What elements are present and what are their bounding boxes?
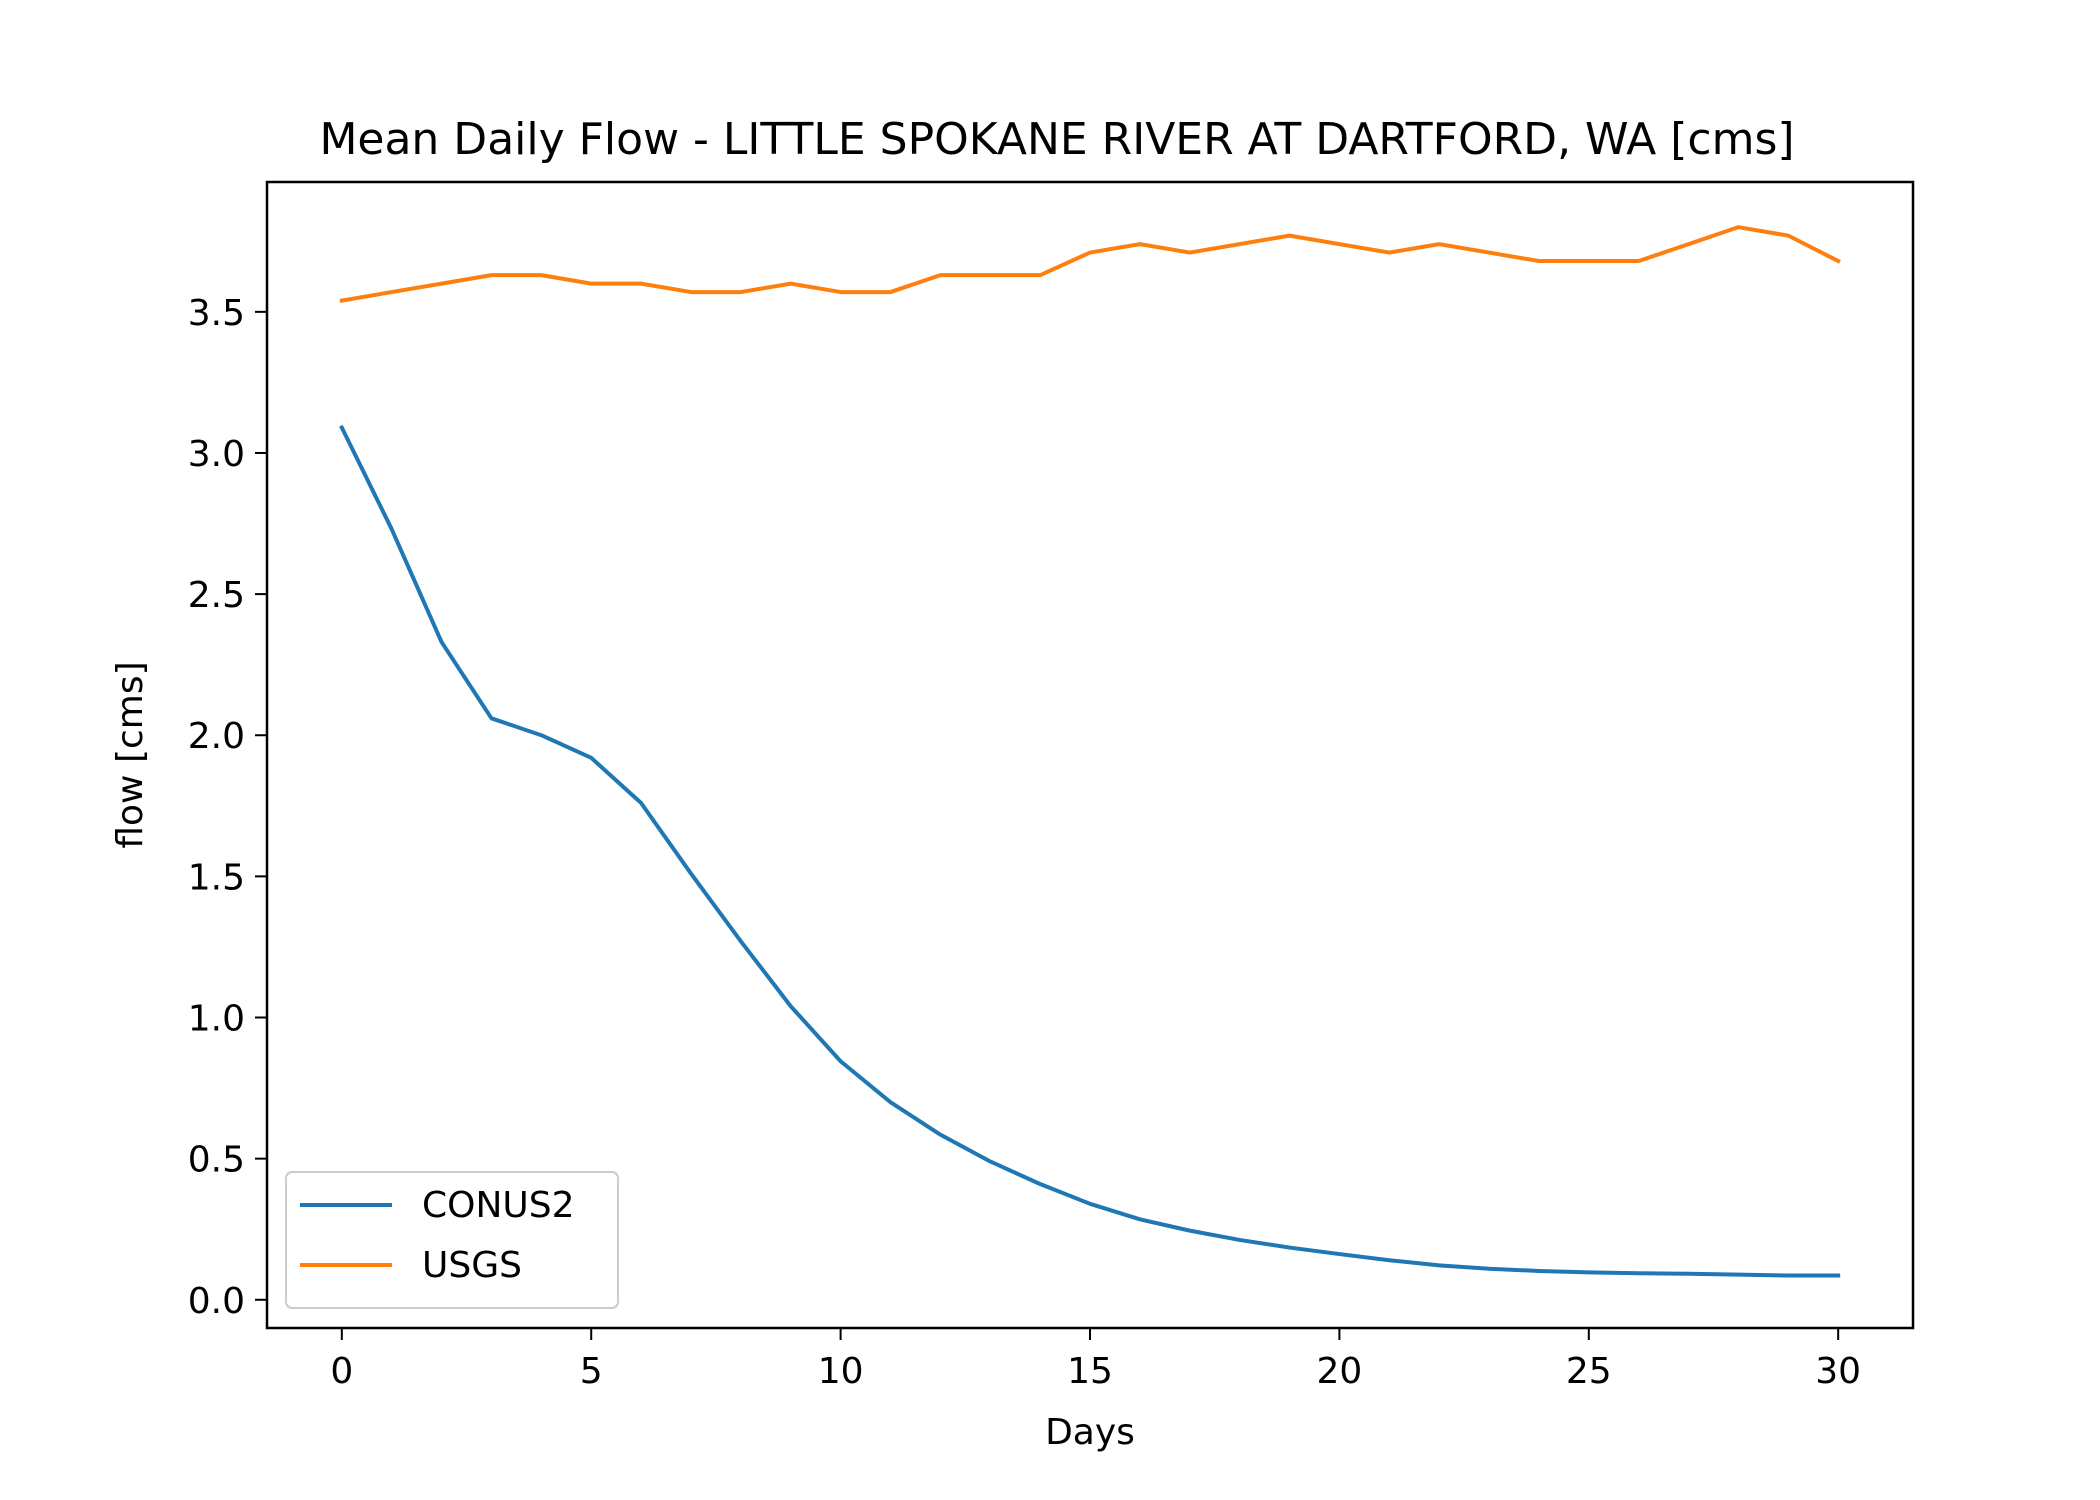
y-axis-ticks: 0.0 0.5 1.0 1.5 2.0 2.5 3.0 3.5 xyxy=(188,293,267,1322)
x-tick-label: 15 xyxy=(1067,1351,1113,1392)
data-point-usgs xyxy=(738,289,744,295)
data-point-usgs xyxy=(1735,224,1741,230)
legend-label-conus2: CONUS2 xyxy=(422,1185,575,1226)
x-tick-label: 30 xyxy=(1815,1351,1861,1392)
x-tick-label: 10 xyxy=(818,1351,864,1392)
data-point-usgs xyxy=(1686,241,1692,247)
x-axis-label: Days xyxy=(1045,1412,1135,1453)
data-point-conus2 xyxy=(838,1058,844,1064)
data-point-conus2 xyxy=(1586,1269,1592,1275)
series-layer xyxy=(339,224,1841,1279)
data-point-conus2 xyxy=(987,1158,993,1164)
x-tick-label: 5 xyxy=(580,1351,603,1392)
data-point-usgs xyxy=(1586,258,1592,264)
y-tick-label: 3.0 xyxy=(188,434,245,475)
data-point-usgs xyxy=(638,281,644,287)
data-point-conus2 xyxy=(1237,1237,1243,1243)
data-point-conus2 xyxy=(1187,1228,1193,1234)
data-point-conus2 xyxy=(439,639,445,645)
data-point-conus2 xyxy=(638,800,644,806)
data-point-conus2 xyxy=(1785,1273,1791,1279)
data-point-usgs xyxy=(838,289,844,295)
data-point-conus2 xyxy=(339,425,345,431)
data-point-usgs xyxy=(1187,250,1193,256)
data-point-usgs xyxy=(1636,258,1642,264)
series-line-conus2 xyxy=(339,424,1841,1278)
data-point-conus2 xyxy=(688,871,694,877)
data-point-conus2 xyxy=(1486,1266,1492,1272)
x-tick-label: 25 xyxy=(1566,1351,1612,1392)
legend-label-usgs: USGS xyxy=(422,1245,522,1286)
data-point-usgs xyxy=(1386,250,1392,256)
data-point-conus2 xyxy=(1087,1201,1093,1207)
data-point-conus2 xyxy=(389,526,395,532)
data-point-conus2 xyxy=(1536,1268,1542,1274)
data-point-conus2 xyxy=(1037,1181,1043,1187)
data-point-conus2 xyxy=(1436,1262,1442,1268)
data-point-conus2 xyxy=(1287,1245,1293,1251)
data-point-usgs xyxy=(937,272,943,278)
y-tick-label: 1.0 xyxy=(188,999,245,1040)
data-point-usgs xyxy=(1336,241,1342,247)
data-point-usgs xyxy=(688,289,694,295)
y-tick-label: 3.5 xyxy=(188,293,245,334)
data-point-usgs xyxy=(1436,241,1442,247)
data-point-usgs xyxy=(339,298,345,304)
data-point-usgs xyxy=(1287,233,1293,239)
data-point-conus2 xyxy=(1735,1272,1741,1278)
data-point-conus2 xyxy=(738,938,744,944)
data-point-usgs xyxy=(1785,233,1791,239)
y-tick-label: 2.5 xyxy=(188,575,245,616)
data-point-conus2 xyxy=(488,715,494,721)
x-tick-label: 20 xyxy=(1316,1351,1362,1392)
data-point-conus2 xyxy=(1386,1257,1392,1263)
data-point-usgs xyxy=(1087,250,1093,256)
data-point-conus2 xyxy=(1835,1273,1841,1279)
data-point-usgs xyxy=(1237,241,1243,247)
y-tick-label: 1.5 xyxy=(188,857,245,898)
data-point-usgs xyxy=(538,272,544,278)
chart-title: Mean Daily Flow - LITTLE SPOKANE RIVER A… xyxy=(319,114,1794,165)
data-point-usgs xyxy=(389,289,395,295)
x-tick-label: 0 xyxy=(330,1351,353,1392)
y-tick-label: 0.5 xyxy=(188,1140,245,1181)
data-point-usgs xyxy=(439,281,445,287)
data-point-conus2 xyxy=(538,732,544,738)
y-tick-label: 2.0 xyxy=(188,716,245,757)
y-tick-label: 0.0 xyxy=(188,1281,245,1322)
data-point-conus2 xyxy=(1636,1270,1642,1276)
data-point-conus2 xyxy=(1137,1216,1143,1222)
x-axis-ticks: 0 5 10 15 20 25 30 xyxy=(330,1328,1861,1392)
data-point-conus2 xyxy=(1686,1271,1692,1277)
data-point-conus2 xyxy=(937,1132,943,1138)
data-point-usgs xyxy=(1486,250,1492,256)
data-point-conus2 xyxy=(588,755,594,761)
data-point-usgs xyxy=(987,272,993,278)
data-point-conus2 xyxy=(1336,1251,1342,1257)
data-point-usgs xyxy=(488,272,494,278)
data-point-usgs xyxy=(1835,258,1841,264)
data-point-usgs xyxy=(788,281,794,287)
data-point-usgs xyxy=(887,289,893,295)
data-point-usgs xyxy=(1536,258,1542,264)
y-axis-label: flow [cms] xyxy=(110,661,151,848)
data-point-conus2 xyxy=(788,1003,794,1009)
series-line-usgs xyxy=(339,225,1841,303)
data-point-usgs xyxy=(588,281,594,287)
data-point-conus2 xyxy=(887,1099,893,1105)
data-point-usgs xyxy=(1137,241,1143,247)
data-point-usgs xyxy=(1037,272,1043,278)
legend: CONUS2 USGS xyxy=(285,1171,619,1309)
